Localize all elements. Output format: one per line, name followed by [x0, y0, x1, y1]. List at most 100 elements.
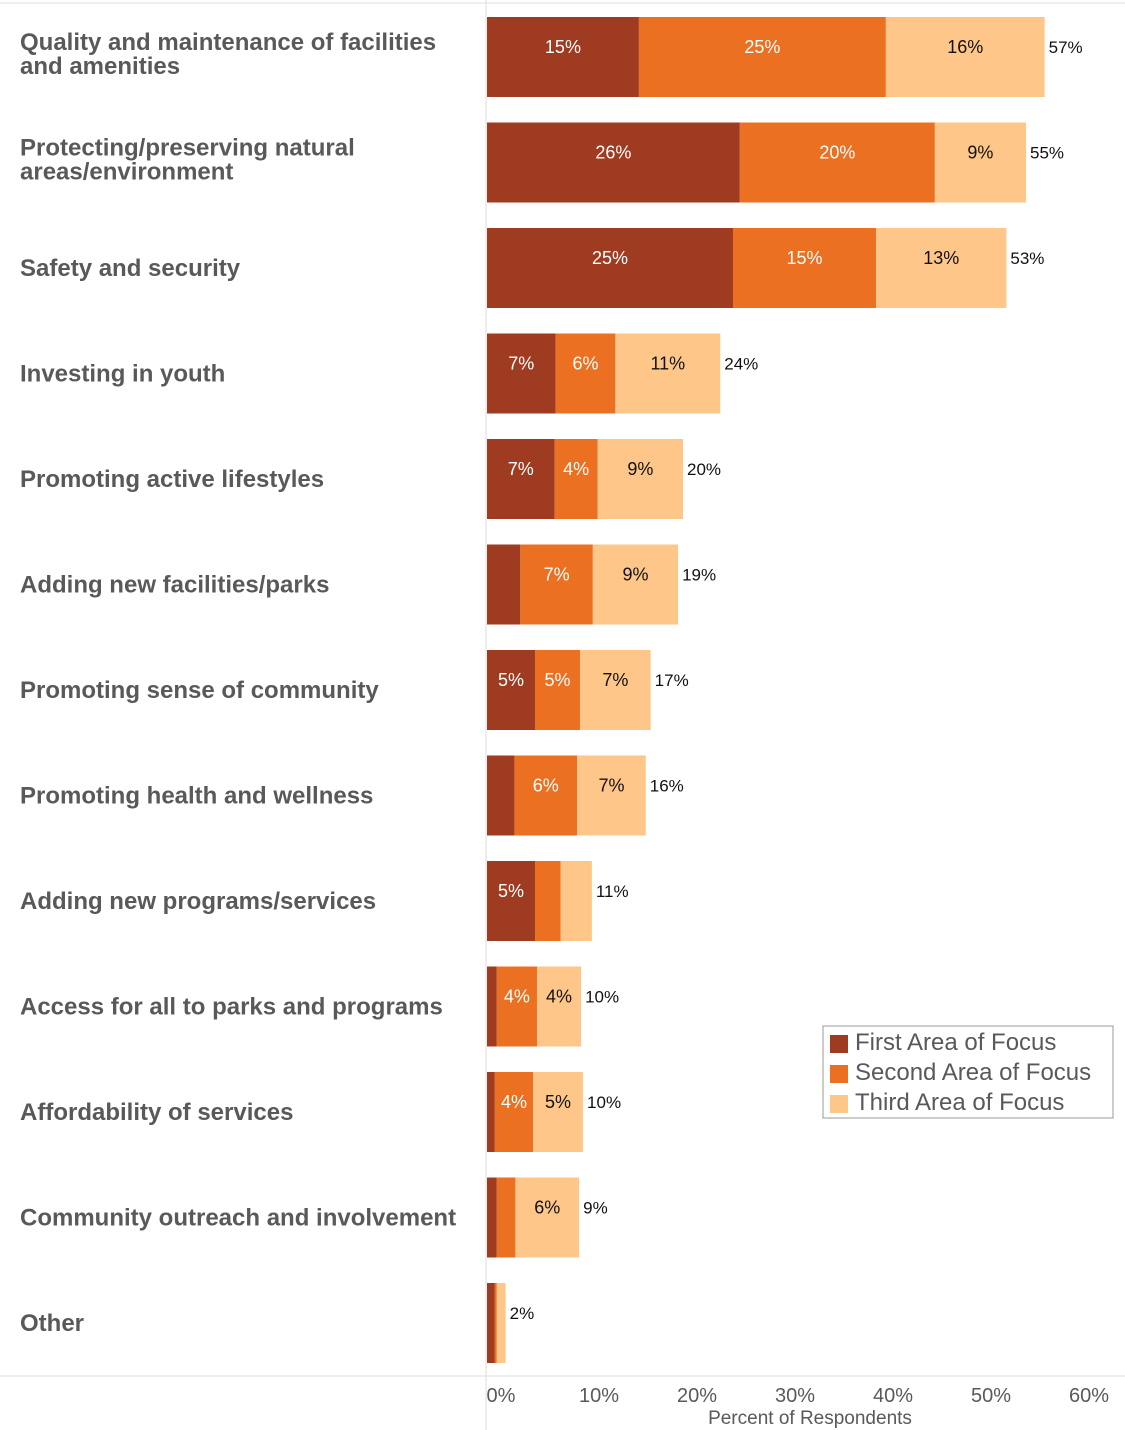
total-label: 24% [724, 355, 758, 374]
legend-label: First Area of Focus [855, 1029, 1056, 1056]
segment-label: 4% [546, 987, 572, 1007]
bar-segment [487, 122, 740, 203]
segment-label: 7% [508, 354, 534, 374]
x-tick-label: 0% [487, 1385, 516, 1407]
x-tick-label: 20% [677, 1385, 717, 1407]
bar-segment [934, 122, 1026, 203]
bar-segment [520, 544, 593, 625]
bar-segment [535, 650, 581, 730]
segment-label: 9% [622, 565, 648, 585]
bar-segment [876, 228, 1007, 308]
bar-segment [555, 333, 616, 414]
x-axis-title: Percent of Respondents [708, 1408, 912, 1429]
x-tick-label: 10% [579, 1385, 619, 1407]
segment-label: 25% [744, 37, 780, 57]
bar-segment [739, 122, 935, 203]
segment-label: 4% [504, 987, 530, 1007]
segment-label: 26% [595, 143, 631, 163]
category-label: Safety and security [20, 255, 241, 282]
segment-label: 5% [545, 670, 571, 690]
segment-label: 5% [498, 881, 524, 901]
bar-segment [487, 333, 556, 414]
category-label: Adding new programs/services [20, 888, 376, 915]
bar-segment [535, 861, 561, 941]
x-tick-label: 30% [775, 1385, 815, 1407]
total-label: 53% [1010, 249, 1044, 268]
x-tick-label: 50% [971, 1385, 1011, 1407]
segment-label: 15% [545, 37, 581, 57]
category-label: Promoting active lifestyles [20, 466, 324, 493]
bar-segment [487, 544, 521, 625]
category-label-line: and amenities [20, 53, 180, 80]
segment-label: 7% [602, 670, 628, 690]
total-label: 10% [587, 1093, 621, 1112]
total-label: 9% [583, 1199, 608, 1218]
segment-label: 5% [545, 1092, 571, 1112]
segment-label: 13% [923, 248, 959, 268]
bar-segment [554, 439, 598, 519]
bar-segment [487, 861, 536, 941]
bar-segment [494, 1283, 497, 1363]
total-label: 55% [1030, 144, 1064, 163]
bar-segment [885, 17, 1045, 97]
category-label-line: Quality and maintenance of facilities [20, 29, 436, 56]
category-label: Access for all to parks and programs [20, 994, 443, 1021]
bar-segment [487, 1283, 495, 1363]
segment-label: 9% [627, 459, 653, 479]
segment-label: 7% [508, 459, 534, 479]
total-label: 57% [1049, 38, 1083, 57]
category-label: Investing in youth [20, 361, 225, 388]
legend-swatch [830, 1035, 848, 1053]
category-label: Affordability of services [20, 1099, 293, 1126]
bar-segment [732, 228, 877, 308]
bar-segment [615, 333, 721, 414]
bar-segment [580, 650, 651, 730]
category-label: Community outreach and involvement [20, 1205, 456, 1232]
bar-segment [487, 1072, 495, 1152]
bar-segment [487, 228, 733, 308]
total-label: 17% [655, 671, 689, 690]
bar-segment [496, 1283, 506, 1363]
legend-swatch [830, 1095, 848, 1113]
x-axis-ticks: 0% 10% 20% 30% 40% 50% 60% [487, 1385, 1110, 1407]
segment-label: 7% [544, 565, 570, 585]
category-label: Protecting/preserving natural areas/envir… [20, 135, 355, 186]
bar-segment [496, 966, 537, 1047]
legend-swatch [830, 1065, 848, 1083]
bar-segment [494, 1072, 534, 1152]
legend-box [822, 1025, 1114, 1119]
segment-label: 5% [498, 670, 524, 690]
bar-segment [592, 544, 679, 625]
total-label: 16% [650, 777, 684, 796]
legend-label: Second Area of Focus [855, 1059, 1091, 1086]
segment-label: 9% [967, 143, 993, 163]
segment-label: 16% [947, 37, 983, 57]
category-label: Other [20, 1310, 84, 1337]
bar-segment [560, 861, 592, 941]
segment-label: 7% [598, 776, 624, 796]
total-label: 10% [585, 988, 619, 1007]
category-label-line: Protecting/preserving natural [20, 135, 355, 162]
bar-segment [487, 17, 639, 97]
bar-segment [487, 439, 555, 519]
x-tick-label: 60% [1069, 1385, 1109, 1407]
bar-segment [514, 755, 578, 836]
segment-label: 6% [533, 776, 559, 796]
bar-segment [496, 1177, 516, 1258]
bar-segment [487, 966, 497, 1047]
bars: 15% 25% 16% 57% 26% 20% 9% 55% 25% 15% 13% 53% 7% 6% 1… [487, 17, 1083, 1363]
bar-segment [515, 1177, 580, 1258]
bar-segment [487, 755, 515, 836]
category-label: Promoting sense of community [20, 677, 379, 704]
total-label: 11% [596, 882, 629, 901]
category-label: Quality and maintenance of facilities and… [20, 29, 436, 80]
bar-segment [597, 439, 683, 519]
bar-segment [536, 966, 582, 1047]
category-labels: Quality and maintenance of facilities and… [20, 29, 456, 1337]
bar-segment [638, 17, 886, 97]
bar-segment [487, 1177, 497, 1258]
bar-segment [487, 650, 536, 730]
x-tick-label: 40% [873, 1385, 913, 1407]
legend-label: Third Area of Focus [855, 1089, 1064, 1116]
